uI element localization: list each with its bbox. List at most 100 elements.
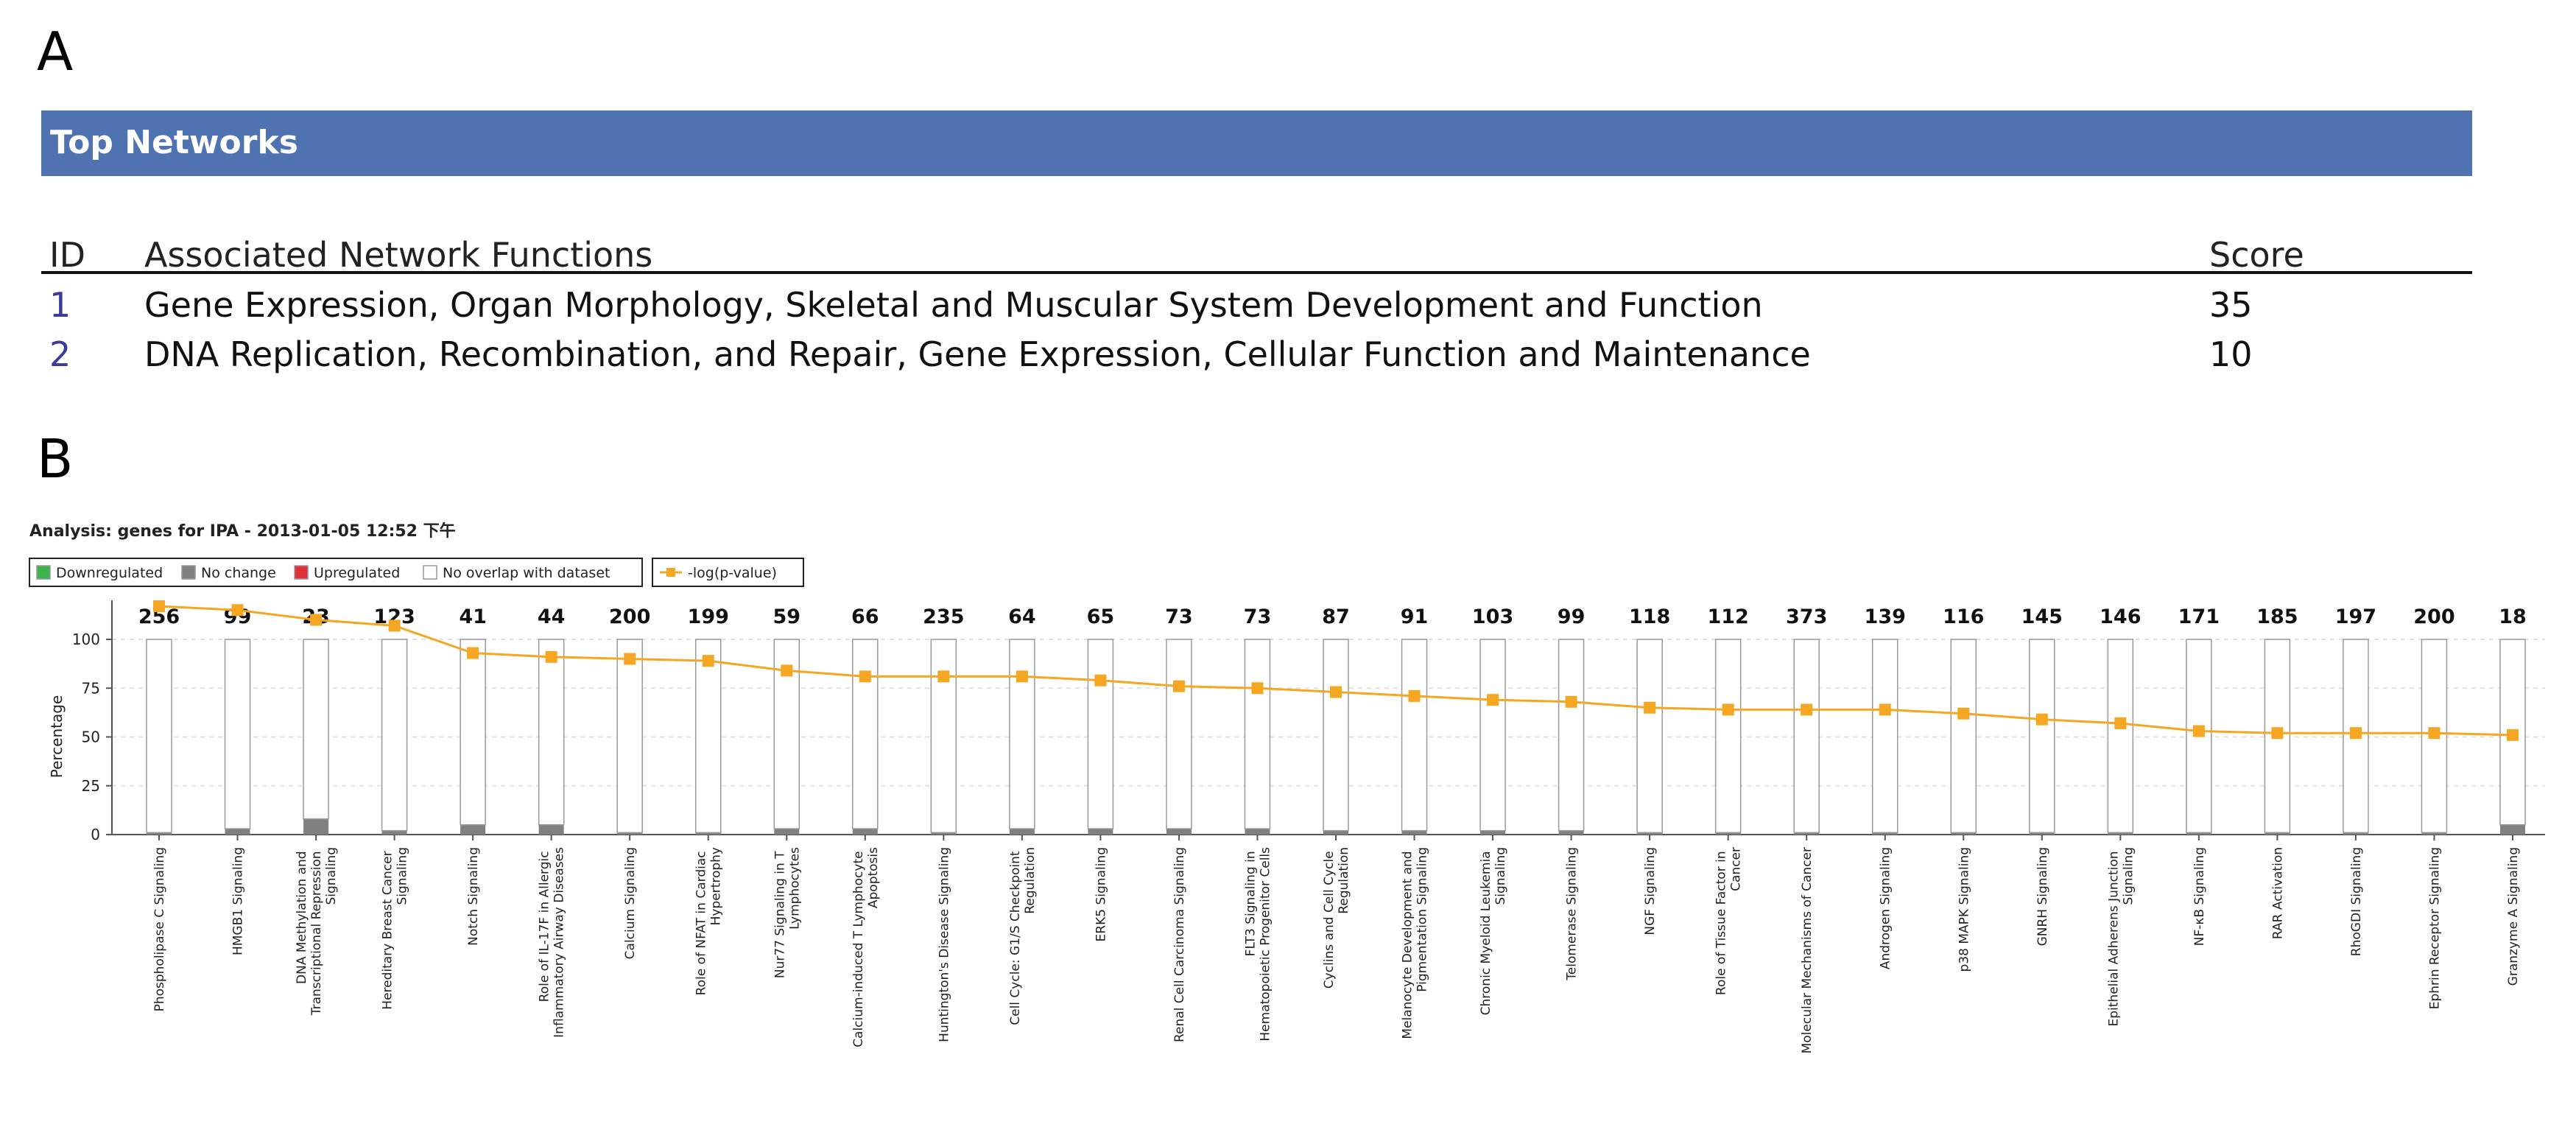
line-marker: [2428, 727, 2440, 740]
x-label-group: Phospholipase C Signaling: [152, 847, 167, 1011]
bar-segment: [224, 639, 251, 829]
x-tick-label: RAR Activation: [2270, 847, 2285, 939]
bar-segment: [1636, 639, 1663, 834]
bar-segment: [617, 832, 643, 835]
bar-segment: [381, 830, 407, 835]
x-label-group: Renal Cell Carcinoma Signaling: [1172, 847, 1187, 1042]
x-label-group: FLT3 Signaling in Hematopoietic Progenit…: [1243, 847, 1273, 1042]
bar-total: 185: [2256, 605, 2298, 628]
bar-total: 91: [1401, 605, 1429, 628]
bar-segment: [930, 639, 957, 834]
x-tick-label: Role of NFAT in Cardiac Hypertrophy: [694, 847, 724, 995]
bar-segment: [2108, 832, 2133, 835]
x-label-group: p38 MAPK Signaling: [1957, 847, 1971, 972]
x-tick-label: Ephrin Receptor Signaling: [2427, 847, 2442, 1009]
bar-segment: [1715, 832, 1741, 835]
bar-segment: [931, 832, 957, 835]
x-label-group: Cell Cycle: G1/S Checkpoint Regulation: [1008, 847, 1038, 1025]
bar-segment: [538, 639, 565, 826]
bar-total: 146: [2100, 605, 2141, 628]
line-marker: [2192, 725, 2205, 737]
bar-segment: [694, 639, 722, 834]
bar-total: 145: [2021, 605, 2063, 628]
legend-label: Downregulated: [56, 565, 163, 581]
x-label-group: NF-κB Signaling: [2192, 847, 2207, 946]
x-label-group: Hereditary Breast Cancer Signaling: [381, 847, 410, 1010]
x-label-group: HMGB1 Signaling: [231, 847, 246, 955]
x-tick-label: HMGB1 Signaling: [231, 847, 246, 955]
bar-segment: [1950, 639, 1977, 834]
x-tick-label: Calcium Signaling: [623, 847, 638, 959]
x-label-group: Molecular Mechanisms of Cancer: [1800, 847, 1815, 1053]
bar-segment: [1480, 830, 1506, 835]
bar-segment: [1714, 639, 1742, 834]
bar-segment: [1794, 832, 1820, 835]
x-tick-label: Notch Signaling: [466, 847, 481, 946]
legend-label: -log(p-value): [688, 565, 777, 581]
x-label-group: Cyclins and Cell Cycle Regulation: [1322, 847, 1351, 989]
bar-segment: [303, 639, 329, 820]
row-id[interactable]: 1: [49, 285, 71, 325]
x-label-group: Nur77 Signaling in T Lymphocytes: [773, 847, 802, 978]
legend-box: [29, 558, 643, 587]
bar-total: 87: [1322, 605, 1350, 628]
bar-total: 139: [1865, 605, 1906, 628]
legend-swatch: [294, 565, 309, 580]
x-label-group: GNRH Signaling: [2035, 847, 2050, 946]
x-tick-label: DNA Methylation and Transcriptional Repr…: [295, 847, 339, 1016]
bar-segment: [1793, 639, 1820, 834]
line-marker: [2507, 728, 2519, 741]
bar-total: 73: [1165, 605, 1193, 628]
legend-swatch: [181, 565, 196, 580]
x-label-group: Telomerase Signaling: [1565, 847, 1580, 981]
x-tick-label: Huntington's Disease Signaling: [937, 847, 951, 1042]
line-marker: [467, 647, 479, 659]
bar-segment: [1245, 829, 1270, 835]
y-tick-label: 50: [82, 728, 100, 746]
bar-total: 44: [538, 605, 566, 628]
line-marker: [1801, 703, 1813, 716]
chart-title: Analysis: genes for IPA - 2013-01-05 12:…: [29, 522, 456, 541]
x-label-group: Calcium-induced T Lymphocyte Apoptosis: [851, 847, 881, 1047]
row-id[interactable]: 2: [49, 334, 71, 374]
x-label-group: RhoGDI Signaling: [2349, 847, 2364, 956]
x-tick-label: Phospholipase C Signaling: [152, 847, 167, 1011]
bar-segment: [2029, 832, 2055, 835]
line-marker: [859, 670, 871, 683]
x-label-group: Role of Tissue Factor in Cancer: [1714, 847, 1744, 995]
x-tick-label: Role of Tissue Factor in Cancer: [1714, 847, 1744, 995]
row-score: 35: [2209, 285, 2253, 325]
line-marker: [1172, 680, 1185, 692]
x-tick-label: Cell Cycle: G1/S Checkpoint Regulation: [1008, 847, 1038, 1025]
bar-segment: [1401, 639, 1428, 832]
bar-segment: [1479, 639, 1506, 832]
bar-segment: [1088, 829, 1113, 835]
x-tick-label: FLT3 Signaling in Hematopoietic Progenit…: [1243, 847, 1273, 1042]
bar-segment: [2186, 832, 2211, 835]
bar-total: 64: [1008, 605, 1036, 628]
bar-segment: [852, 639, 879, 829]
x-label-group: Chronic Myeloid Leukemia Signaling: [1479, 847, 1508, 1015]
x-tick-label: Chronic Myeloid Leukemia Signaling: [1479, 847, 1508, 1015]
bar-segment: [1558, 639, 1585, 832]
bar-segment: [852, 829, 878, 835]
bar-total: 59: [773, 605, 800, 628]
bar-total: 200: [2413, 605, 2454, 628]
line-marker: [781, 664, 793, 677]
bar-total: 171: [2178, 605, 2220, 628]
line-marker: [624, 653, 636, 665]
bar-total: 73: [1244, 605, 1272, 628]
bar-segment: [2029, 639, 2055, 834]
bar-segment: [2421, 832, 2447, 835]
bar-segment: [616, 639, 643, 834]
bar-segment: [147, 832, 172, 835]
bar-total: 99: [1558, 605, 1586, 628]
bar-segment: [1323, 830, 1348, 835]
x-label-group: Notch Signaling: [466, 847, 481, 946]
bar-segment: [1166, 639, 1192, 829]
line-marker: [231, 604, 244, 617]
line-marker: [2271, 727, 2284, 740]
legend-label: No change: [201, 565, 276, 581]
panel-label: B: [37, 428, 73, 490]
